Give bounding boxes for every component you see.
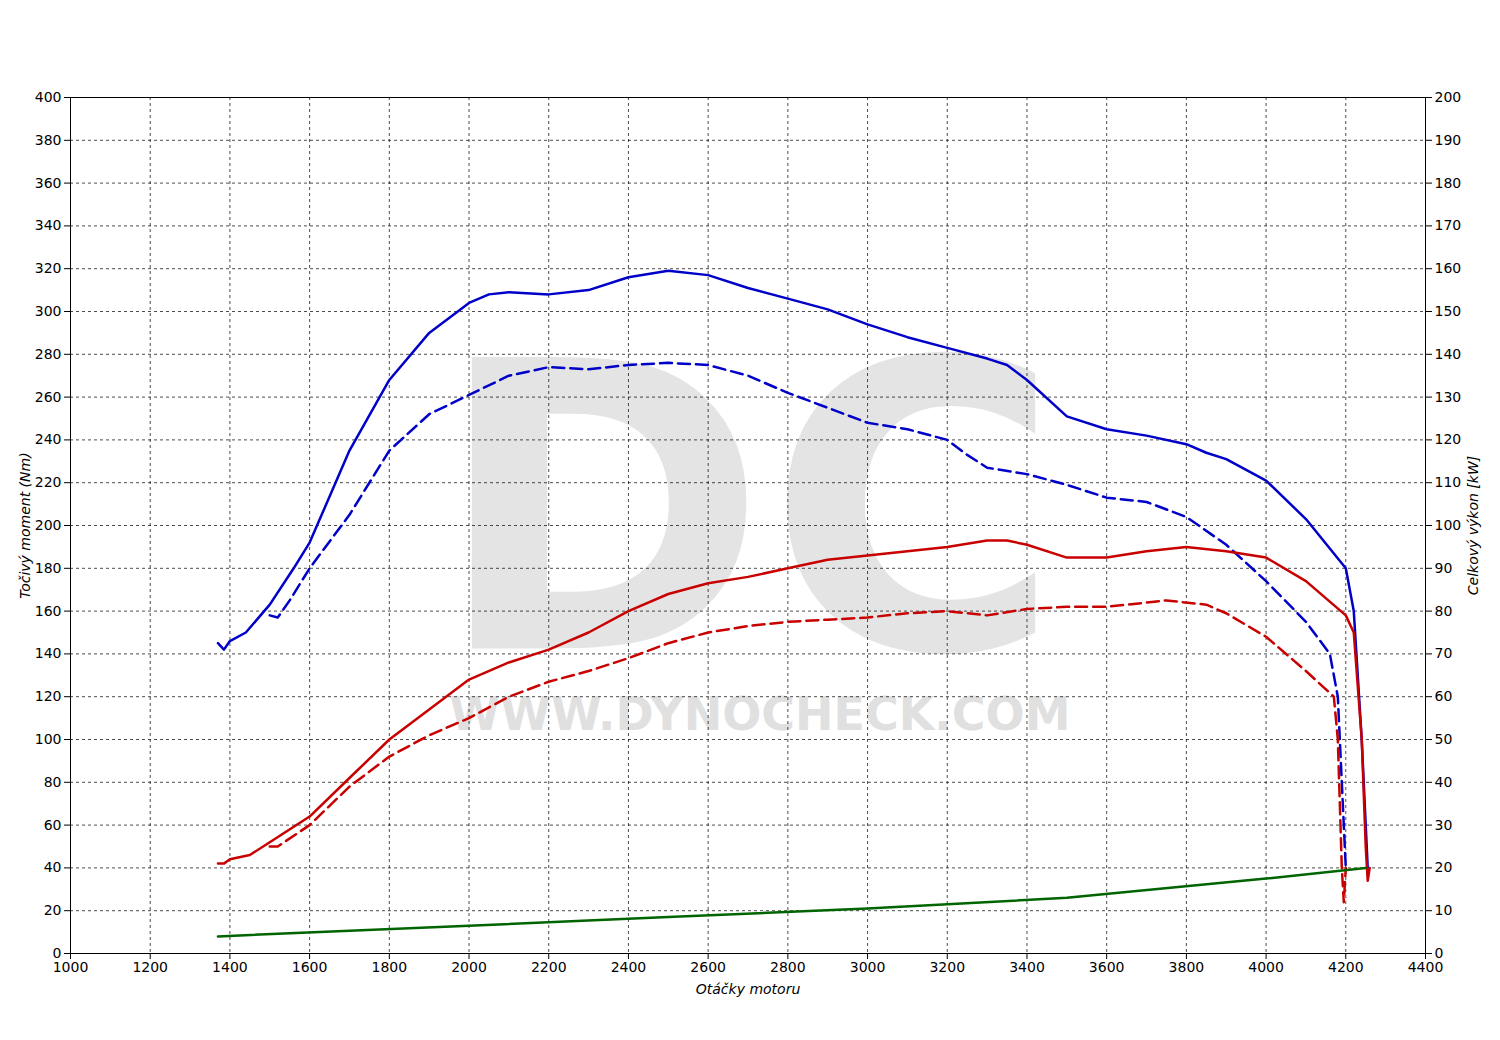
svg-text:3200: 3200 [929, 959, 965, 975]
svg-text:380: 380 [35, 132, 62, 148]
svg-text:190: 190 [1435, 132, 1462, 148]
svg-text:WWW.DYNOCHECK.COM: WWW.DYNOCHECK.COM [450, 687, 1071, 741]
svg-text:60: 60 [44, 817, 62, 833]
svg-text:DC: DC [435, 278, 1061, 743]
svg-text:1400: 1400 [212, 959, 248, 975]
svg-text:280: 280 [35, 346, 62, 362]
svg-text:300: 300 [35, 303, 62, 319]
svg-text:80: 80 [44, 774, 62, 790]
svg-text:240: 240 [35, 431, 62, 447]
svg-text:100: 100 [35, 731, 62, 747]
svg-text:2200: 2200 [531, 959, 567, 975]
svg-text:100: 100 [1435, 517, 1462, 533]
svg-text:2600: 2600 [690, 959, 726, 975]
svg-text:1000: 1000 [53, 959, 89, 975]
svg-text:30: 30 [1435, 817, 1453, 833]
html-text:Graf výkonu a točivého momentu: Graf výkonu a točivého momentu [590, 32, 910, 54]
svg-text:Celkový výkon [kW]: Celkový výkon [kW] [1465, 456, 1481, 595]
svg-text:120: 120 [1435, 431, 1462, 447]
svg-text:170: 170 [1435, 217, 1462, 233]
svg-text:80: 80 [1435, 603, 1453, 619]
svg-text:3000: 3000 [850, 959, 886, 975]
svg-text:50: 50 [1435, 731, 1453, 747]
svg-text:20: 20 [44, 902, 62, 918]
svg-text:360: 360 [35, 175, 62, 191]
svg-text:340: 340 [35, 217, 62, 233]
svg-text:3800: 3800 [1169, 959, 1205, 975]
svg-text:140: 140 [1435, 346, 1462, 362]
svg-text:180: 180 [1435, 175, 1462, 191]
svg-text:0: 0 [53, 945, 62, 961]
svg-text:Otáčky motoru: Otáčky motoru [696, 981, 801, 997]
svg-text:1800: 1800 [372, 959, 408, 975]
svg-text:140: 140 [35, 645, 62, 661]
svg-text:40: 40 [1435, 774, 1453, 790]
svg-text:2400: 2400 [611, 959, 647, 975]
svg-text:0: 0 [1435, 945, 1444, 961]
svg-text:2000: 2000 [451, 959, 487, 975]
svg-text:110: 110 [1435, 474, 1462, 490]
svg-text:320: 320 [35, 260, 62, 276]
svg-text:4400: 4400 [1408, 959, 1444, 975]
svg-text:120: 120 [35, 688, 62, 704]
svg-text:160: 160 [1435, 260, 1462, 276]
svg-text:130: 130 [1435, 389, 1462, 405]
svg-text:10: 10 [1435, 902, 1453, 918]
svg-text:3600: 3600 [1089, 959, 1125, 975]
svg-text:20: 20 [1435, 859, 1453, 875]
svg-text:90: 90 [1435, 560, 1453, 576]
svg-text:3400: 3400 [1009, 959, 1045, 975]
svg-text:220: 220 [35, 474, 62, 490]
svg-text:200: 200 [35, 517, 62, 533]
svg-text:4200: 4200 [1328, 959, 1364, 975]
svg-text:400: 400 [35, 89, 62, 105]
svg-text:160: 160 [35, 603, 62, 619]
svg-text:150: 150 [1435, 303, 1462, 319]
svg-text:180: 180 [35, 560, 62, 576]
svg-text:1200: 1200 [132, 959, 168, 975]
svg-text:70: 70 [1435, 645, 1453, 661]
svg-text:40: 40 [44, 859, 62, 875]
svg-text:1600: 1600 [292, 959, 328, 975]
svg-text:Točivý moment (Nm): Točivý moment (Nm) [17, 452, 33, 598]
svg-text:2800: 2800 [770, 959, 806, 975]
svg-text:200: 200 [1435, 89, 1462, 105]
svg-text:60: 60 [1435, 688, 1453, 704]
svg-text:4000: 4000 [1248, 959, 1284, 975]
svg-text:260: 260 [35, 389, 62, 405]
